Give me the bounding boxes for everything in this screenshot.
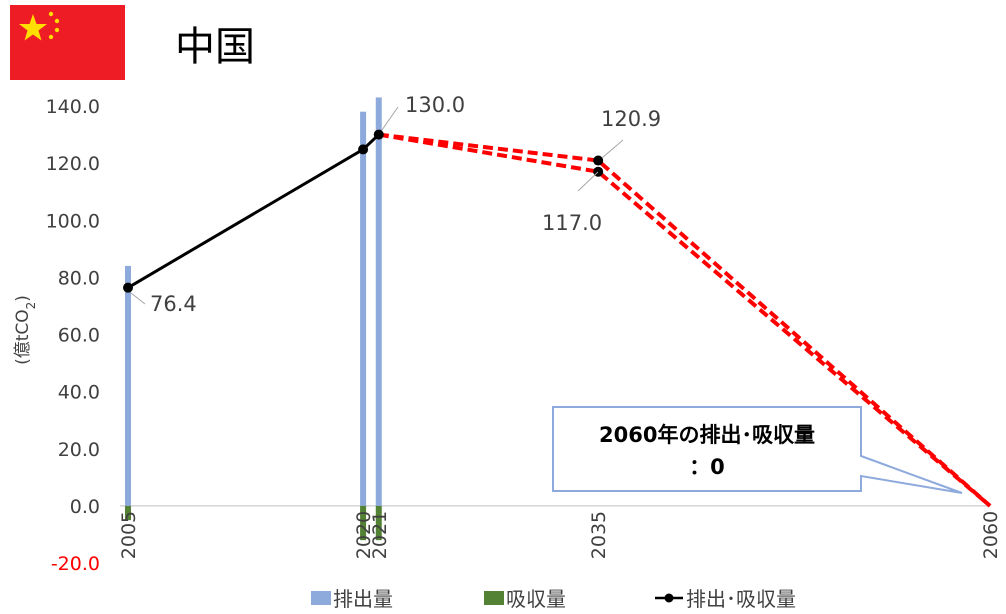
- annotation-line-2: ：0: [689, 455, 725, 479]
- legend-label-emissions: 排出量: [333, 587, 393, 611]
- annotation-line-1: 2060年の排出･吸収量: [599, 423, 815, 447]
- data-label-2035-lower: 117.0: [542, 211, 602, 235]
- china-flag-icon: [10, 5, 125, 80]
- y-tick-label: 60.0: [58, 325, 100, 347]
- target-point-2035-upper: [593, 155, 604, 166]
- leader-line-2035-lower: [577, 171, 599, 192]
- legend-marker-net: [664, 593, 674, 603]
- legend-swatch-emissions: [311, 591, 331, 605]
- x-tick-label-2005: 2005: [118, 511, 140, 559]
- bar-emissions-2021: [375, 97, 382, 506]
- legend-swatch-absorption: [484, 591, 504, 605]
- bar-emissions-2005: [125, 265, 131, 506]
- bar-absorption-2020: [360, 505, 367, 541]
- y-tick-label: 100.0: [46, 210, 100, 232]
- y-tick-label: 0.0: [70, 496, 100, 518]
- bar-absorption-2021: [375, 505, 382, 541]
- y-tick-label: 140.0: [46, 96, 100, 118]
- net-point-2005: [123, 282, 133, 293]
- bar-emissions-2020: [360, 111, 367, 506]
- bar-absorption-2005: [125, 505, 131, 521]
- y-tick-label: 120.0: [46, 153, 100, 175]
- leader-line-2005: [130, 292, 146, 305]
- page-title: 中国: [175, 24, 255, 70]
- y-tick-label: -20.0: [51, 553, 100, 575]
- leader-line-2035-upper: [601, 139, 624, 159]
- legend-label-net: 排出･吸収量: [686, 587, 796, 611]
- data-label-2005: 76.4: [150, 292, 197, 316]
- legend: 排出量 吸収量 排出･吸収量: [311, 587, 796, 611]
- annotation-callout: 2060年の排出･吸収量 ：0: [552, 406, 963, 494]
- y-tick-label: 20.0: [58, 439, 100, 461]
- x-tick-label-2035: 2035: [588, 511, 610, 559]
- net-point-2020: [358, 144, 369, 155]
- y-axis-label: (億tCO2): [13, 295, 38, 365]
- data-label-2035-upper: 120.9: [601, 107, 661, 131]
- x-tick-label-2021: 2021: [369, 511, 391, 559]
- net-emissions-line: [127, 133, 380, 289]
- x-tick-label-2020: 2020: [353, 511, 375, 559]
- legend-label-absorption: 吸収量: [506, 587, 566, 611]
- net-point-2021: [373, 129, 384, 140]
- y-tick-label: 40.0: [58, 382, 100, 404]
- y-tick-label: 80.0: [58, 267, 100, 289]
- data-label-2021: 130.0: [405, 93, 465, 117]
- leader-line-2021: [381, 106, 399, 131]
- x-tick-label-2060: 2060: [980, 511, 1002, 559]
